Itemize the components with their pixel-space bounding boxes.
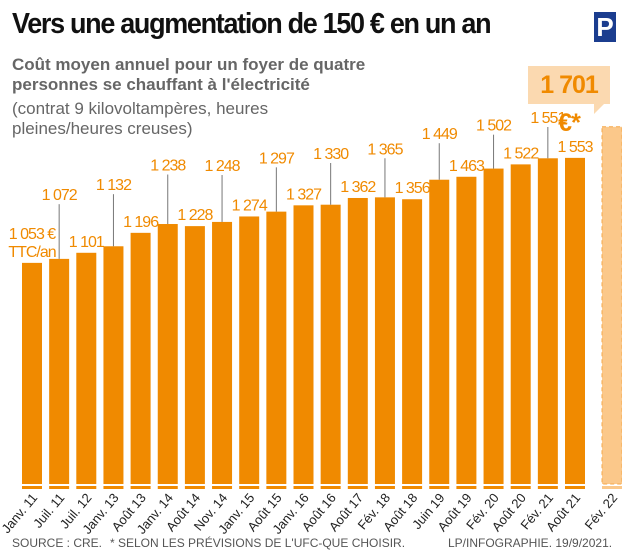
bar (347, 197, 368, 485)
value-label: 1 522 (503, 145, 539, 162)
baseline-segment (456, 486, 477, 489)
value-label: 1 553 (557, 139, 593, 156)
baseline-segment (347, 486, 368, 489)
bar (510, 164, 531, 484)
bar (537, 158, 558, 485)
baseline-segment (537, 486, 558, 489)
baseline-segment (103, 486, 124, 489)
bar (157, 224, 178, 484)
baseline-segment (266, 486, 287, 489)
footer-credit: LP/INFOGRAPHIE. 19/9/2021. (448, 536, 613, 550)
bar (402, 199, 423, 485)
baseline-segment (402, 486, 423, 489)
bar (76, 252, 97, 484)
baseline-segment (157, 486, 178, 489)
value-label: 1 330 (313, 146, 349, 163)
bar (456, 176, 477, 484)
baseline-segment (76, 486, 97, 489)
bar (184, 226, 205, 484)
baseline-segment (510, 486, 531, 489)
bar (320, 204, 341, 484)
value-label: 1 072 (42, 187, 78, 204)
baseline-segment (320, 486, 341, 489)
bar (565, 157, 585, 484)
value-label: 1 196 (123, 214, 159, 231)
value-label: 1 248 (205, 158, 241, 175)
baseline-segment (130, 486, 151, 489)
bar (374, 197, 395, 484)
baseline-segment (293, 486, 314, 489)
bar (212, 221, 233, 485)
chart-subtitle-note: (contrat 9 kilovoltampères, heures plein… (12, 99, 269, 138)
chart-title: Vers une augmentation de 150 € en un an (12, 8, 492, 40)
value-label: 1 297 (259, 150, 295, 167)
value-label: 1 101 (69, 234, 105, 251)
category-label: Janv. 11 (0, 490, 40, 536)
bar (293, 205, 314, 484)
value-label: 1 463 (449, 158, 485, 175)
value-label: 1 356 (395, 180, 431, 197)
baseline-segment (565, 486, 585, 489)
baseline-segment (429, 486, 450, 489)
value-label: 1 362 (340, 179, 376, 196)
value-label: 1 238 (150, 158, 186, 175)
value-label: 1 551 (530, 110, 566, 127)
baseline-segment (184, 486, 205, 489)
chart-subtitle: Coût moyen annuel pour un foyer de quatr… (12, 55, 366, 94)
bar (266, 211, 287, 484)
bar (49, 258, 70, 484)
bar (130, 232, 151, 484)
value-unit-label: TTC/an (8, 244, 55, 261)
value-label: 1 053 € (9, 226, 56, 243)
bar (239, 216, 260, 484)
projected-value-callout: 1 701 €* (528, 66, 610, 137)
value-label: 1 449 (422, 126, 458, 143)
value-label: 1 327 (286, 186, 322, 203)
value-label: 1 274 (232, 197, 268, 214)
bar (483, 168, 504, 484)
value-label: 1 228 (177, 207, 213, 224)
value-label: 1 502 (476, 118, 512, 135)
footer-note: * SELON LES PRÉVISIONS DE L'UFC-QUE CHOI… (110, 536, 406, 550)
publisher-logo: P (594, 12, 616, 42)
baseline-segment (212, 486, 233, 489)
bar-projected (601, 126, 622, 485)
value-label: 1 365 (367, 141, 403, 158)
baseline-segment (22, 486, 42, 489)
baseline-segment (483, 486, 504, 489)
baseline-segment (49, 486, 70, 489)
bar (103, 246, 124, 484)
value-label: 1 132 (96, 177, 132, 194)
bar (429, 179, 450, 484)
footer-source: SOURCE : CRE. (12, 536, 103, 550)
baseline-segment (602, 486, 622, 489)
baseline-segment (374, 486, 395, 489)
bar (22, 262, 42, 484)
category-label: Fév. 22 (582, 490, 621, 532)
baseline-segment (239, 486, 260, 489)
